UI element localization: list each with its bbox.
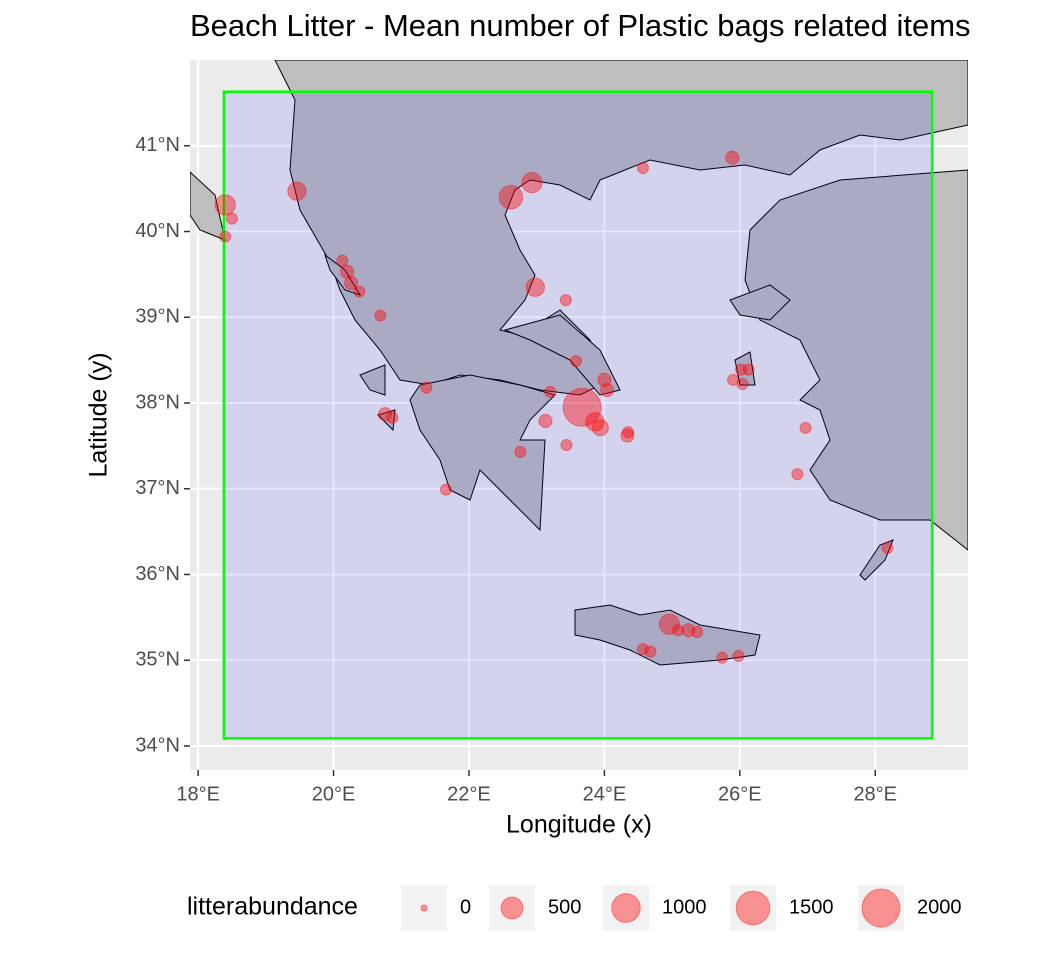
litter-point xyxy=(340,264,355,279)
y-tick-label: 36°N xyxy=(135,563,180,585)
land-italy xyxy=(190,171,226,241)
land-peloponnese xyxy=(409,374,556,532)
litter-point xyxy=(644,645,657,658)
litter-point xyxy=(600,383,615,398)
litter-point xyxy=(377,407,393,422)
litter-point xyxy=(560,438,573,452)
litter-point xyxy=(525,277,546,297)
land-kefalonia xyxy=(359,364,386,396)
land-rhodes xyxy=(859,539,894,581)
legend-key xyxy=(489,885,535,931)
land-crete xyxy=(574,604,761,666)
litter-point xyxy=(799,421,812,434)
litter-point xyxy=(791,468,804,481)
litter-point xyxy=(287,181,307,201)
litter-point xyxy=(353,285,366,298)
litter-point xyxy=(735,363,748,376)
x-tick-label: 18°E xyxy=(176,783,220,805)
y-tick-label: 40°N xyxy=(135,220,180,242)
plot-layer xyxy=(214,90,934,740)
litter-point xyxy=(538,413,553,429)
legend-key xyxy=(730,885,776,931)
y-tick-label: 39°N xyxy=(135,306,180,328)
litter-point xyxy=(716,651,729,664)
litter-point xyxy=(225,212,239,225)
y-tick-label: 41°N xyxy=(135,134,180,156)
x-tick-label: 26°E xyxy=(718,783,762,805)
litter-point xyxy=(214,194,236,216)
y-axis-title: Latitude (y) xyxy=(85,352,113,477)
litter-point xyxy=(344,275,359,291)
litter-point xyxy=(620,428,635,443)
litter-point xyxy=(219,230,232,243)
y-tick-label: 37°N xyxy=(135,477,180,499)
litter-point xyxy=(420,381,433,394)
legend-label: 0 xyxy=(460,896,471,918)
land-lesvos xyxy=(729,284,791,321)
axes: 18°E 20°E 22°E 24°E 26°E 28°E 34°N 35°N 36°N 37°N… xyxy=(135,134,897,805)
legend-symbol xyxy=(611,893,641,923)
litter-point xyxy=(622,426,635,439)
legend-title: litterabundance xyxy=(187,893,358,921)
land-chios xyxy=(734,351,756,386)
x-tick-label: 22°E xyxy=(447,783,491,805)
legend-key xyxy=(858,885,904,931)
legend-label: 1000 xyxy=(662,896,707,918)
litter-point xyxy=(727,373,740,386)
legend-key xyxy=(401,885,447,931)
litter-point xyxy=(439,483,452,496)
litter-point xyxy=(732,649,745,662)
land-mainland xyxy=(274,60,968,396)
litter-point xyxy=(498,184,524,210)
litter-point xyxy=(336,254,349,267)
legend-label: 500 xyxy=(548,896,581,918)
litter-point xyxy=(559,294,572,307)
land xyxy=(190,60,968,666)
litter-point xyxy=(658,613,681,635)
legend-symbol xyxy=(735,890,771,926)
legend-symbol xyxy=(420,904,428,912)
x-tick-label: 28°E xyxy=(853,783,897,805)
litter-point xyxy=(569,354,582,368)
bounding-box xyxy=(222,90,934,740)
litter-point xyxy=(636,643,650,656)
litter-point xyxy=(544,385,557,398)
litter-point xyxy=(521,171,543,194)
y-tick-label: 34°N xyxy=(135,734,180,756)
x-axis-title: Longitude (x) xyxy=(506,811,652,839)
litter-point xyxy=(636,162,650,175)
y-tick-label: 38°N xyxy=(135,391,180,413)
land-zakynthos xyxy=(377,409,396,432)
chart-title: Beach Litter - Mean number of Plastic ba… xyxy=(190,8,971,43)
litter-point xyxy=(514,445,527,458)
litter-point xyxy=(725,150,740,165)
litter-point xyxy=(562,387,602,427)
y-tick-label: 35°N xyxy=(135,649,180,671)
land-turkey xyxy=(744,169,968,551)
x-tick-label: 20°E xyxy=(312,783,356,805)
litter-point xyxy=(736,378,749,391)
legend-symbol xyxy=(861,888,901,928)
litter-point xyxy=(591,419,609,437)
litter-point xyxy=(585,412,605,432)
litter-point xyxy=(597,372,612,387)
land-corfu xyxy=(324,253,362,296)
litter-point xyxy=(881,541,894,554)
legend-label: 2000 xyxy=(917,896,962,918)
litter-point xyxy=(691,625,704,638)
legend-symbol xyxy=(500,896,524,920)
legend-label: 1500 xyxy=(789,896,834,918)
x-tick-label: 24°E xyxy=(583,783,627,805)
litter-point xyxy=(386,411,399,424)
land-euboea xyxy=(503,314,621,396)
litter-point xyxy=(672,624,685,637)
litter-point xyxy=(374,309,387,322)
legend-key xyxy=(603,885,649,931)
litter-point xyxy=(742,363,755,376)
litter-point xyxy=(681,623,696,638)
